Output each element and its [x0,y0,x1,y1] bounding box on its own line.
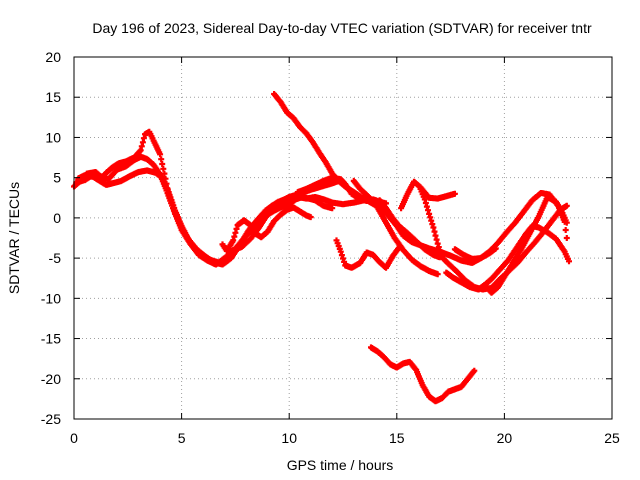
series-track-11 [482,194,570,296]
y-tick-label: -15 [41,331,61,347]
series-track-12 [451,245,499,262]
y-tick-label: -20 [41,371,61,387]
y-tick-label: 10 [45,129,61,145]
x-axis-title: GPS time / hours [287,457,394,473]
y-tick-label: 20 [45,49,61,65]
y-tick-label: -25 [41,411,61,427]
data-markers [251,204,314,241]
x-tick-label: 5 [178,430,186,446]
plot-frame [73,56,613,420]
data-markers [75,167,290,268]
x-tick-label: 25 [604,430,620,446]
data-markers [482,194,570,296]
y-tick-label: 0 [53,210,61,226]
x-tick-label: 15 [389,430,405,446]
series-track-15 [251,204,314,241]
series-track-14 [219,194,336,254]
x-tick-label: 0 [70,430,78,446]
y-tick-label: 15 [45,89,61,105]
data-markers [219,194,336,254]
y-axis-title: SDTVAR / TECUs [6,182,22,294]
series-track-3 [75,167,290,268]
axis-ticks: 0 5 10 15 20 25 -25 -20 -15 -10 -5 0 5 10 15 20 [41,49,620,446]
data-markers [333,237,402,271]
series-track-16 [294,174,389,207]
data-markers [451,245,499,262]
series-track-5 [333,237,402,271]
data-markers [368,344,478,405]
x-tick-label: 10 [281,430,297,446]
y-tick-label: -10 [41,290,61,306]
y-tick-label: -5 [49,250,62,266]
x-tick-label: 20 [497,430,513,446]
data-markers [294,174,389,207]
series-track-13 [368,344,478,405]
plot-points [71,91,572,405]
chart-title: Day 196 of 2023, Sidereal Day-to-day VTE… [92,20,592,36]
y-tick-label: 5 [53,170,61,186]
